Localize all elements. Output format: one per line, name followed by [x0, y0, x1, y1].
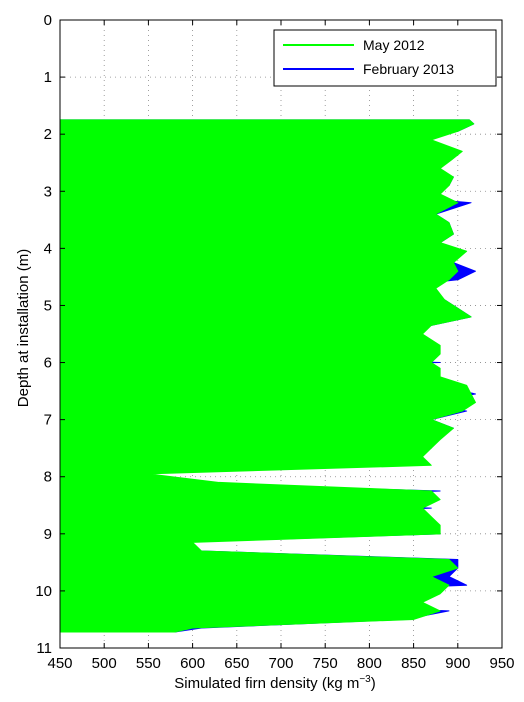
legend-label-may-2012: May 2012	[363, 37, 425, 53]
x-tick-label: 500	[92, 655, 117, 672]
x-tick-label: 550	[136, 655, 161, 672]
y-tick-label: 6	[44, 355, 52, 372]
x-axis-label: Simulated firn density (kg m−3)	[174, 674, 375, 692]
y-tick-label: 2	[44, 126, 52, 143]
x-tick-label: 800	[357, 655, 382, 672]
y-axis-ticks: 0 1 2 3 4 5 6 7 8 9 10 11	[35, 12, 502, 657]
legend-label-february-2013: February 2013	[363, 61, 454, 77]
y-tick-label: 11	[36, 640, 52, 657]
series-area-may-2012	[59, 119, 476, 633]
x-tick-label: 900	[445, 655, 470, 672]
y-axis-label: Depth at installation (m)	[15, 249, 32, 407]
x-tick-label: 700	[268, 655, 293, 672]
y-tick-label: 5	[44, 297, 52, 314]
y-tick-label: 9	[44, 526, 52, 543]
x-axis-ticks: 450 500 550 600 650 700 750 800 850 900 950	[47, 20, 515, 672]
y-tick-label: 3	[44, 183, 52, 200]
legend-box	[273, 29, 497, 87]
y-tick-label: 1	[44, 69, 52, 86]
y-tick-label: 7	[44, 412, 52, 429]
y-tick-label: 0	[44, 12, 52, 29]
x-tick-label: 600	[180, 655, 205, 672]
legend: May 2012 February 2013	[273, 29, 497, 87]
series-areas	[59, 119, 476, 633]
y-tick-label: 8	[44, 469, 52, 486]
x-tick-label: 750	[313, 655, 338, 672]
x-tick-label: 450	[47, 655, 72, 672]
y-tick-label: 10	[35, 583, 52, 600]
x-tick-label: 850	[401, 655, 426, 672]
y-tick-label: 4	[44, 240, 52, 257]
x-tick-label: 950	[489, 655, 514, 672]
x-tick-label: 650	[224, 655, 249, 672]
